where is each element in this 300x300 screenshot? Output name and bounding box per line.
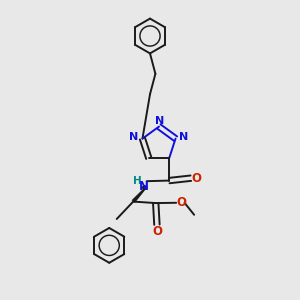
Text: N: N xyxy=(139,180,149,193)
Text: O: O xyxy=(192,172,202,185)
Text: N: N xyxy=(155,116,164,126)
Text: H: H xyxy=(134,176,142,186)
Text: O: O xyxy=(176,196,187,209)
Polygon shape xyxy=(132,186,147,203)
Text: N: N xyxy=(179,132,189,142)
Text: N: N xyxy=(129,132,139,142)
Text: O: O xyxy=(152,225,163,238)
